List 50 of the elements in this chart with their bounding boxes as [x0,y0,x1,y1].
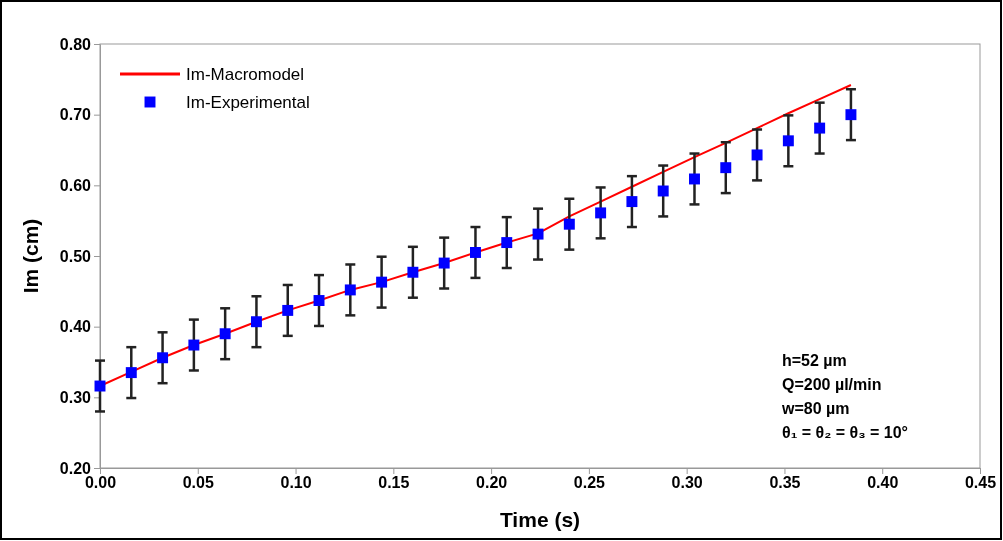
point [344,284,356,296]
point [125,367,137,379]
point [657,185,669,197]
point [720,162,732,174]
point [469,246,481,258]
point [626,196,638,208]
point [595,207,607,219]
annotation: w=80 µm [781,400,850,417]
x-axis-title: Time (s) [499,508,581,531]
y-axis-title: Im (cm) [19,218,42,294]
point [845,109,857,121]
x-tick-label: 0.10 [280,474,312,492]
legend-label: Im-Experimental [186,93,310,112]
annotation: θ₁ = θ₂ = θ₃ = 10° [782,424,908,441]
point [188,339,200,351]
y-tick-label: 0.40 [59,318,92,336]
y-tick-label: 0.30 [59,388,92,406]
x-tick-label: 0.15 [378,474,410,492]
x-tick-label: 0.45 [964,474,997,492]
x-tick-label: 0.00 [84,474,117,492]
point [814,122,826,134]
x-tick-label: 0.20 [476,474,508,492]
point [250,316,262,328]
x-tick-label: 0.30 [671,474,703,492]
point [782,135,794,147]
x-tick-label: 0.35 [769,474,801,492]
point [376,276,388,288]
y-tick-label: 0.80 [59,35,92,53]
point [313,295,325,306]
point [219,328,231,340]
annotation: h=52 µm [782,352,847,369]
point [751,149,763,161]
point [501,237,513,249]
point [438,257,450,269]
point [94,380,106,392]
x-tick-label: 0.25 [573,474,606,492]
y-tick-label: 0.50 [59,247,92,265]
point [689,173,700,185]
y-tick-label: 0.60 [59,176,92,194]
point [157,352,169,364]
x-tick-label: 0.05 [182,474,214,492]
y-tick-label: 0.70 [59,106,92,124]
x-tick-label: 0.40 [867,474,899,492]
y-tick-label: 0.20 [59,459,92,477]
annotation: Q=200 µl/min [782,376,882,393]
point [282,304,294,316]
point [563,218,575,230]
point [407,266,419,278]
point [532,228,544,240]
legend-label: Im-Macromodel [186,65,305,84]
